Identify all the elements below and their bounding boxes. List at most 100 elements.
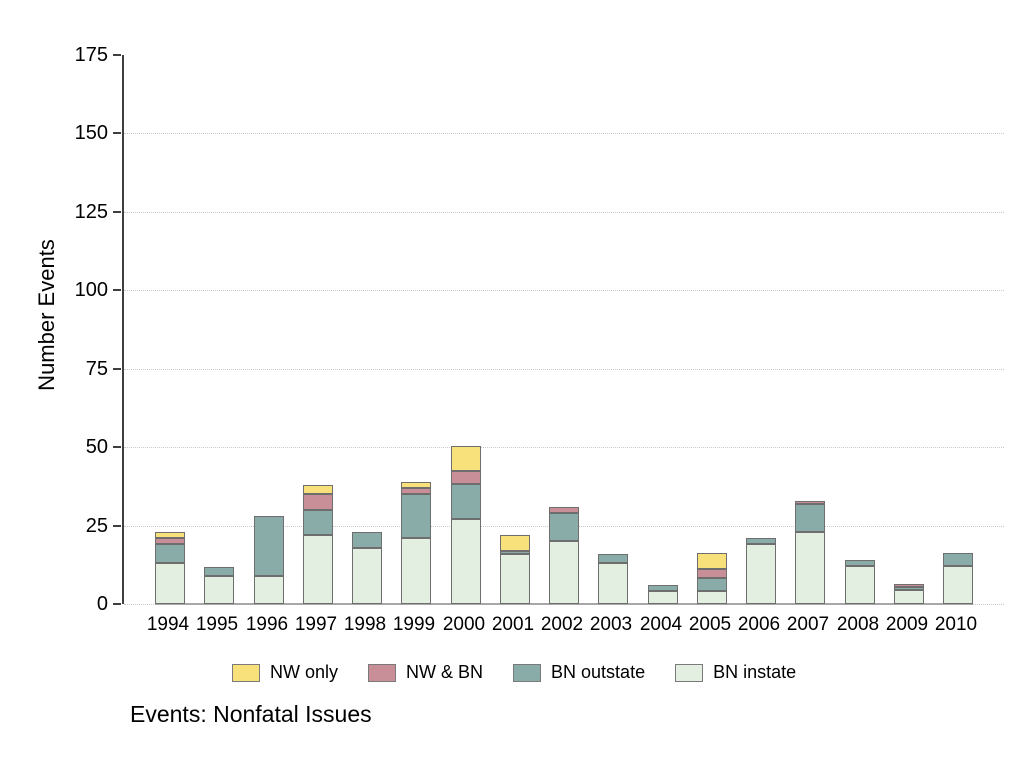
bar-segment-1997-bn-outstate (303, 510, 333, 535)
bar-segment-1999-nw-bn (401, 488, 431, 494)
bar-segment-2002-nw-bn (549, 507, 579, 513)
x-tick-label-2004: 2004 (639, 614, 683, 635)
x-tick-label-1999: 1999 (392, 614, 436, 635)
bar-segment-2010-bn-instate (943, 566, 973, 604)
bar-2007 (795, 501, 825, 604)
gridline-75 (124, 369, 1004, 370)
bar-segment-2007-bn-instate (795, 532, 825, 604)
bar-segment-2000-bn-outstate (451, 484, 481, 519)
x-tick-label-2006: 2006 (737, 614, 781, 635)
y-tick-label-100: 100 (74, 279, 108, 301)
legend-item-bn-outstate: BN outstate (513, 662, 645, 683)
bar-segment-2002-bn-outstate (549, 513, 579, 541)
bar-segment-2004-bn-outstate (648, 585, 678, 591)
bar-segment-1999-nw-only (401, 482, 431, 488)
bar-1999 (401, 482, 431, 604)
bar-segment-1997-nw-bn (303, 494, 333, 510)
bar-2008 (845, 560, 875, 604)
bar-segment-2005-bn-outstate (697, 578, 727, 591)
y-tick-label-25: 25 (85, 515, 108, 537)
bar-segment-2008-bn-instate (845, 566, 875, 604)
y-tick-label-75: 75 (85, 358, 108, 380)
bar-segment-2010-bn-outstate (943, 553, 973, 566)
gridline-100 (124, 290, 1004, 291)
bar-segment-2000-nw-bn (451, 471, 481, 484)
bar-2006 (746, 538, 776, 604)
legend-swatch-icon (368, 663, 397, 682)
x-tick-label-2005: 2005 (688, 614, 732, 635)
legend-label: NW & BN (406, 662, 484, 682)
bar-segment-1994-nw-bn (155, 538, 185, 544)
y-tick-label-50: 50 (85, 436, 108, 458)
y-tick-label-175: 175 (74, 44, 108, 66)
bar-segment-2002-bn-instate (549, 541, 579, 604)
plot-area (122, 55, 1004, 605)
bar-segment-1999-bn-instate (401, 538, 431, 604)
bar-segment-2000-nw-only (451, 446, 481, 471)
y-tick-label-125: 125 (74, 201, 108, 223)
bar-segment-1996-bn-outstate (254, 516, 284, 576)
legend: NW only NW & BN BN outstate BN instate (232, 662, 796, 683)
bar-segment-1994-bn-outstate (155, 544, 185, 563)
bar-2002 (549, 507, 579, 604)
bar-2010 (943, 553, 973, 604)
bar-segment-2006-bn-outstate (746, 538, 776, 544)
bar-2000 (451, 446, 481, 604)
bar-segment-2005-nw-only (697, 553, 727, 569)
y-tick-mark-125 (113, 211, 121, 213)
bar-segment-2009-bn-outstate (894, 587, 924, 590)
bar-segment-2003-bn-instate (598, 563, 628, 604)
bar-1998 (352, 532, 382, 604)
bar-2005 (697, 553, 727, 604)
bar-segment-2007-nw-bn (795, 501, 825, 504)
y-tick-label-0: 0 (96, 593, 108, 615)
x-tick-label-2001: 2001 (491, 614, 535, 635)
legend-item-nw-bn: NW & BN (368, 662, 483, 683)
x-tick-label-2008: 2008 (836, 614, 880, 635)
bar-segment-1995-bn-outstate (204, 567, 234, 576)
bar-segment-2009-nw-bn (894, 584, 924, 587)
bar-1994 (155, 532, 185, 604)
y-tick-mark-50 (113, 446, 121, 448)
y-tick-mark-150 (113, 132, 121, 134)
x-tick-label-1998: 1998 (343, 614, 387, 635)
chart-caption: Events: Nonfatal Issues (130, 701, 372, 727)
bar-1995 (204, 567, 234, 604)
bar-segment-1998-bn-outstate (352, 532, 382, 548)
bar-segment-2005-nw-bn (697, 569, 727, 578)
bar-2009 (894, 584, 924, 604)
bar-segment-1995-bn-instate (204, 576, 234, 604)
bar-segment-2004-bn-instate (648, 591, 678, 604)
bar-segment-2000-bn-instate (451, 519, 481, 604)
x-tick-label-2010: 2010 (934, 614, 978, 635)
legend-item-nw-only: NW only (232, 662, 338, 683)
bar-1997 (303, 485, 333, 604)
bar-segment-2008-bn-outstate (845, 560, 875, 566)
bar-2003 (598, 554, 628, 604)
x-tick-label-1995: 1995 (195, 614, 239, 635)
bar-segment-2003-bn-outstate (598, 554, 628, 563)
x-tick-label-1994: 1994 (146, 614, 190, 635)
bar-2004 (648, 585, 678, 604)
bar-segment-1997-nw-only (303, 485, 333, 494)
bar-segment-1996-bn-instate (254, 576, 284, 604)
x-axis-baseline (155, 603, 973, 605)
bar-segment-2001-bn-outstate (500, 551, 530, 554)
y-tick-mark-0 (113, 603, 121, 605)
y-tick-mark-175 (113, 54, 121, 56)
bar-segment-2007-bn-outstate (795, 504, 825, 532)
bar-segment-1997-bn-instate (303, 535, 333, 604)
y-tick-mark-100 (113, 289, 121, 291)
legend-label: BN outstate (551, 662, 646, 682)
bar-segment-2001-bn-instate (500, 554, 530, 604)
legend-item-bn-instate: BN instate (675, 662, 796, 683)
x-tick-label-2007: 2007 (786, 614, 830, 635)
bar-segment-1994-nw-only (155, 532, 185, 538)
bar-segment-1998-bn-instate (352, 548, 382, 604)
bar-segment-2005-bn-instate (697, 591, 727, 604)
gridline-125 (124, 212, 1004, 213)
x-tick-label-2002: 2002 (540, 614, 584, 635)
bar-segment-2001-nw-only (500, 535, 530, 551)
x-tick-label-2003: 2003 (589, 614, 633, 635)
